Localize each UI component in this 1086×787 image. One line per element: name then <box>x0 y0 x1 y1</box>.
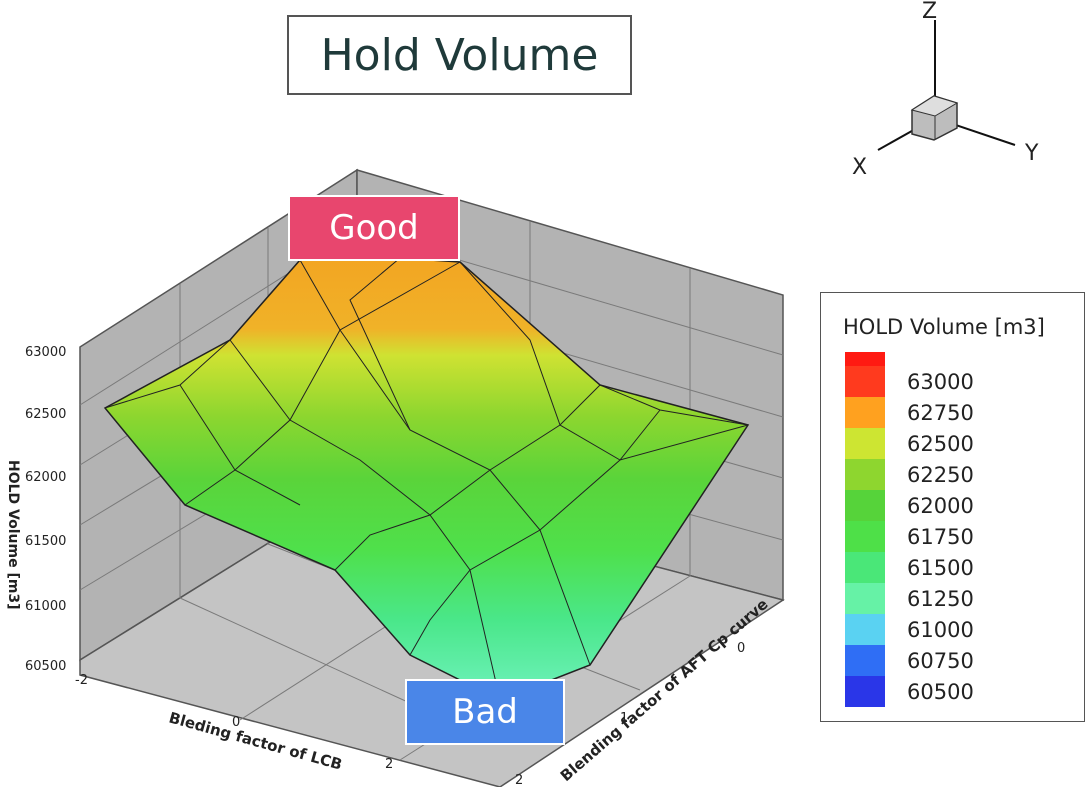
y-tick-label: 2 <box>515 773 523 787</box>
legend-value: 62250 <box>907 463 974 487</box>
legend-top-swatch <box>845 352 885 366</box>
legend-item: 61750 <box>845 521 1065 552</box>
triad-x-label: X <box>852 155 867 180</box>
triad-y-label: Y <box>1024 141 1039 166</box>
legend-value: 60750 <box>907 649 974 673</box>
legend-value: 61500 <box>907 556 974 580</box>
orientation-cube-icon <box>910 95 959 141</box>
legend-swatch <box>845 459 885 490</box>
legend-swatch <box>845 583 885 614</box>
legend-value: 62000 <box>907 494 974 518</box>
z-tick-label: 63000 <box>25 345 66 360</box>
good-callout: Good <box>288 195 460 261</box>
z-axis-label: HOLD Volume [m3] <box>5 460 21 610</box>
triad-z-label: Z <box>922 0 937 24</box>
z-tick-label: 62000 <box>25 470 66 485</box>
legend-item: 60750 <box>845 645 1065 676</box>
legend-value: 62750 <box>907 401 974 425</box>
legend-value: 62500 <box>907 432 974 456</box>
legend-value: 61250 <box>907 587 974 611</box>
color-legend: HOLD Volume [m3] 63000 62750 62500 62250 620… <box>820 292 1085 722</box>
x-tick-label: 0 <box>232 715 240 730</box>
legend-value: 61750 <box>907 525 974 549</box>
z-tick-label: 61500 <box>25 534 66 549</box>
legend-item: 62500 <box>845 428 1065 459</box>
legend-swatch <box>845 521 885 552</box>
z-tick-label: 62500 <box>25 407 66 422</box>
legend-item: 63000 <box>845 366 1065 397</box>
legend-swatch <box>845 645 885 676</box>
legend-swatch <box>845 676 885 707</box>
y-tick-label: 0 <box>737 641 745 656</box>
x-tick-label: 2 <box>385 757 393 772</box>
legend-item: 62000 <box>845 490 1065 521</box>
legend-swatch <box>845 397 885 428</box>
legend-value: 60500 <box>907 680 974 704</box>
legend-swatch <box>845 614 885 645</box>
bad-callout: Bad <box>405 679 565 745</box>
z-tick-label: 61000 <box>25 599 66 614</box>
surface-mesh <box>104 257 749 701</box>
legend-swatch <box>845 428 885 459</box>
legend-item: 61000 <box>845 614 1065 645</box>
legend-item: 60500 <box>845 676 1065 707</box>
legend-item: 62250 <box>845 459 1065 490</box>
legend-item: 61250 <box>845 583 1065 614</box>
legend-value: 63000 <box>907 370 974 394</box>
legend-swatch <box>845 490 885 521</box>
chart-title: Hold Volume <box>287 15 632 95</box>
legend-title: HOLD Volume [m3] <box>843 315 1045 339</box>
x-tick-label: -2 <box>75 673 88 688</box>
legend-value: 61000 <box>907 618 974 642</box>
legend-item: 62750 <box>845 397 1065 428</box>
legend-swatch <box>845 366 885 397</box>
legend-item: 61500 <box>845 552 1065 583</box>
z-tick-label: 60500 <box>25 659 66 674</box>
legend-swatch <box>845 552 885 583</box>
y-tick-label: 1 <box>620 711 628 726</box>
